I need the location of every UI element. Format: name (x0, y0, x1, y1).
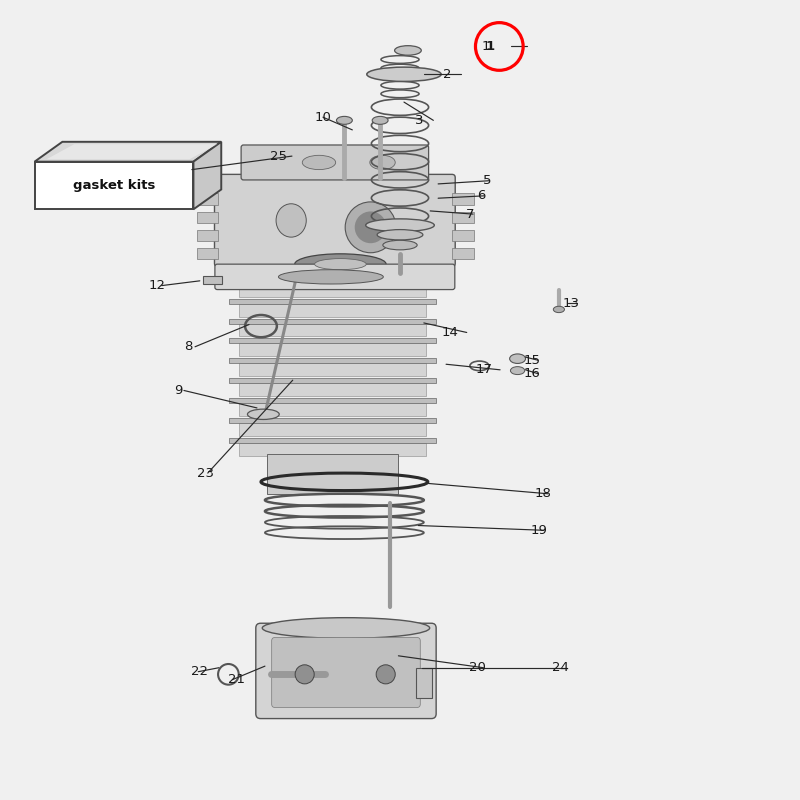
Bar (229, 378, 436, 383)
Text: 17: 17 (476, 363, 493, 376)
Circle shape (345, 202, 396, 253)
Polygon shape (46, 144, 218, 159)
Bar (229, 418, 436, 423)
Bar (239, 343, 426, 356)
Bar (203, 276, 222, 284)
Ellipse shape (366, 67, 441, 82)
Ellipse shape (510, 354, 526, 363)
Ellipse shape (294, 254, 386, 274)
Ellipse shape (383, 240, 417, 250)
Bar (229, 279, 436, 284)
Ellipse shape (337, 116, 352, 124)
Bar (239, 423, 426, 436)
Bar (229, 438, 436, 442)
FancyBboxPatch shape (272, 638, 420, 707)
Text: gasket kits: gasket kits (73, 179, 155, 192)
Ellipse shape (372, 116, 388, 124)
Bar (197, 248, 218, 259)
Text: 7: 7 (466, 208, 474, 221)
Bar (197, 194, 218, 205)
Bar (239, 383, 426, 396)
Bar (267, 454, 398, 494)
Ellipse shape (377, 230, 423, 240)
Polygon shape (34, 142, 222, 162)
Ellipse shape (394, 46, 422, 55)
Bar (197, 212, 218, 223)
Text: 21: 21 (228, 673, 245, 686)
Text: 10: 10 (315, 110, 332, 124)
Text: 25: 25 (270, 150, 287, 162)
Bar (229, 358, 436, 363)
Text: 2: 2 (443, 68, 452, 81)
FancyBboxPatch shape (256, 623, 436, 718)
Text: 8: 8 (184, 340, 192, 354)
Text: 5: 5 (483, 174, 491, 187)
Text: 18: 18 (534, 487, 551, 500)
Bar (452, 194, 474, 205)
Bar (239, 363, 426, 376)
Bar (239, 403, 426, 416)
Text: 15: 15 (524, 354, 541, 366)
Bar (226, 262, 440, 277)
Text: 20: 20 (469, 662, 486, 674)
Ellipse shape (370, 155, 395, 170)
Bar (416, 668, 432, 698)
Ellipse shape (554, 306, 565, 313)
Ellipse shape (247, 409, 279, 419)
Text: 1: 1 (486, 40, 494, 53)
Bar (229, 398, 436, 403)
Bar (229, 318, 436, 323)
Text: 23: 23 (198, 466, 214, 479)
Text: 9: 9 (174, 384, 182, 397)
Bar (239, 304, 426, 317)
Ellipse shape (302, 155, 336, 170)
Bar (239, 284, 426, 297)
Text: 22: 22 (191, 666, 208, 678)
Ellipse shape (276, 204, 306, 237)
Text: 19: 19 (530, 524, 547, 537)
Bar (197, 230, 218, 241)
Text: 12: 12 (148, 279, 165, 292)
FancyBboxPatch shape (241, 145, 429, 180)
Text: 13: 13 (562, 297, 579, 310)
FancyBboxPatch shape (214, 174, 455, 266)
Bar (34, 162, 194, 210)
Ellipse shape (314, 258, 366, 270)
Bar (452, 230, 474, 241)
Bar (239, 442, 426, 456)
Bar (229, 338, 436, 343)
Circle shape (354, 211, 386, 243)
Text: 1: 1 (482, 40, 490, 53)
Bar (452, 248, 474, 259)
Text: 6: 6 (478, 190, 486, 202)
Bar (229, 298, 436, 304)
Polygon shape (194, 142, 222, 210)
Circle shape (295, 665, 314, 684)
Text: 3: 3 (415, 114, 424, 127)
Ellipse shape (366, 219, 434, 231)
Ellipse shape (510, 366, 525, 374)
Ellipse shape (262, 618, 430, 638)
FancyBboxPatch shape (215, 264, 455, 290)
Circle shape (376, 665, 395, 684)
Text: 14: 14 (442, 326, 458, 339)
Bar (239, 323, 426, 337)
Text: 24: 24 (551, 662, 569, 674)
Bar (452, 212, 474, 223)
Ellipse shape (278, 270, 383, 284)
Text: 16: 16 (524, 367, 541, 380)
